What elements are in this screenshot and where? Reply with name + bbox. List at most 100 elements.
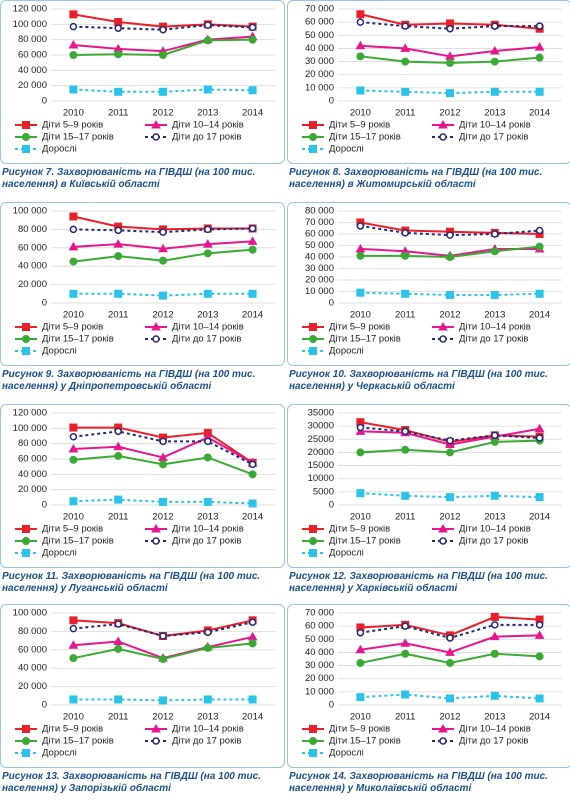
marker: [401, 427, 409, 436]
legend-label: Діти 10–14 років: [459, 120, 531, 131]
marker: [248, 639, 257, 648]
marker: [22, 537, 30, 545]
marker: [356, 628, 365, 637]
marker: [248, 23, 257, 32]
legend-label: Діти 10–14 років: [459, 322, 531, 333]
y-tick-label: 10 000: [305, 286, 334, 297]
marker: [204, 628, 212, 637]
marker: [401, 622, 409, 630]
figure: 0 20 000 40 000 60 000 80 000 100 000 2010 2011…: [0, 604, 285, 795]
legend-label: Діти 10–14 років: [172, 322, 244, 333]
marker: [114, 451, 123, 460]
marker: [248, 245, 257, 254]
marker: [309, 145, 317, 153]
marker: [69, 225, 78, 234]
marker: [489, 46, 500, 55]
y-tick-label: 60 000: [18, 644, 47, 655]
marker: [152, 737, 160, 745]
marker: [114, 24, 122, 32]
y-tick-label: 20 000: [18, 80, 47, 91]
marker: [248, 35, 257, 44]
marker: [446, 231, 454, 239]
marker: [445, 647, 455, 656]
y-tick-label: 20 000: [18, 279, 47, 290]
caption-label: Рисунок 11.: [2, 571, 59, 582]
marker: [309, 133, 317, 141]
x-tick-label: 2011: [395, 512, 415, 523]
marker: [490, 437, 499, 446]
marker: [22, 725, 30, 733]
marker: [69, 289, 78, 298]
legend-label: Діти 10–14 років: [459, 724, 531, 735]
marker: [69, 455, 78, 464]
marker: [69, 423, 78, 432]
marker: [356, 448, 365, 457]
marker: [535, 694, 544, 703]
marker: [159, 696, 167, 705]
y-tick-label: 60 000: [305, 621, 334, 632]
marker: [69, 257, 78, 266]
x-tick-label: 2014: [242, 712, 263, 723]
marker: [355, 40, 366, 50]
marker: [446, 634, 454, 642]
marker: [490, 691, 499, 700]
legend-label: Діти 15–17 років: [42, 736, 114, 747]
x-tick-label: 2012: [152, 310, 173, 321]
marker: [490, 649, 499, 658]
marker: [113, 636, 124, 646]
marker: [401, 229, 409, 237]
y-tick-label: 70 000: [305, 4, 334, 15]
marker: [491, 230, 499, 238]
y-tick-label: 0: [329, 96, 334, 107]
marker: [438, 523, 448, 533]
y-tick-label: 30000: [308, 421, 334, 432]
y-tick-label: 50 000: [305, 30, 334, 41]
marker: [159, 497, 167, 506]
y-tick-label: 80 000: [18, 224, 47, 235]
y-tick-label: 15000: [308, 460, 334, 471]
y-tick-label: 30 000: [305, 660, 334, 671]
marker: [69, 10, 78, 19]
marker: [491, 621, 499, 629]
marker: [69, 22, 78, 31]
marker: [535, 289, 544, 298]
x-tick-label: 2014: [242, 108, 263, 119]
chart: 0 10 000 20 000 30 000 40 000 50 000 60 000 70 …: [287, 0, 570, 164]
marker: [356, 251, 365, 260]
y-tick-label: 0: [329, 700, 334, 711]
y-tick-label: 20 000: [305, 69, 334, 80]
y-tick-label: 100 000: [13, 608, 47, 619]
y-tick-label: 0: [329, 298, 334, 309]
marker: [247, 236, 258, 245]
marker: [248, 470, 257, 479]
marker: [203, 249, 212, 258]
caption-label: Рисунок 14.: [289, 771, 347, 782]
chart: 0 20 000 40 000 60 000 80 000 100 000 120 000 2…: [0, 404, 285, 568]
legend-label: Діти 5–9 років: [329, 524, 390, 535]
caption: Рисунок 7. Захворюваність на ГІВДШ (на 1…: [0, 167, 283, 191]
caption: Рисунок 8. Захворюваність на ГІВДШ (на 1…: [287, 167, 570, 191]
legend-label: Діти 5–9 років: [42, 524, 103, 535]
y-tick-label: 60 000: [18, 242, 47, 253]
y-tick-label: 40 000: [18, 469, 47, 480]
marker: [535, 621, 544, 629]
y-tick-label: 20 000: [18, 681, 47, 692]
marker: [490, 247, 499, 256]
marker: [248, 618, 257, 626]
marker: [490, 87, 499, 96]
marker: [490, 290, 499, 299]
marker: [114, 495, 123, 504]
caption: Рисунок 13. Захворюваність на ГІВДШ (на …: [0, 771, 283, 795]
marker: [159, 87, 167, 96]
y-tick-label: 5000: [313, 486, 334, 497]
x-tick-label: 2010: [63, 512, 84, 523]
marker: [69, 497, 78, 506]
marker: [248, 86, 257, 95]
x-tick-label: 2014: [242, 310, 263, 321]
marker: [534, 42, 545, 51]
marker: [151, 523, 161, 533]
marker: [248, 460, 257, 469]
y-tick-label: 70 000: [305, 217, 334, 228]
y-tick-label: 120 000: [13, 4, 47, 15]
marker: [159, 291, 167, 300]
